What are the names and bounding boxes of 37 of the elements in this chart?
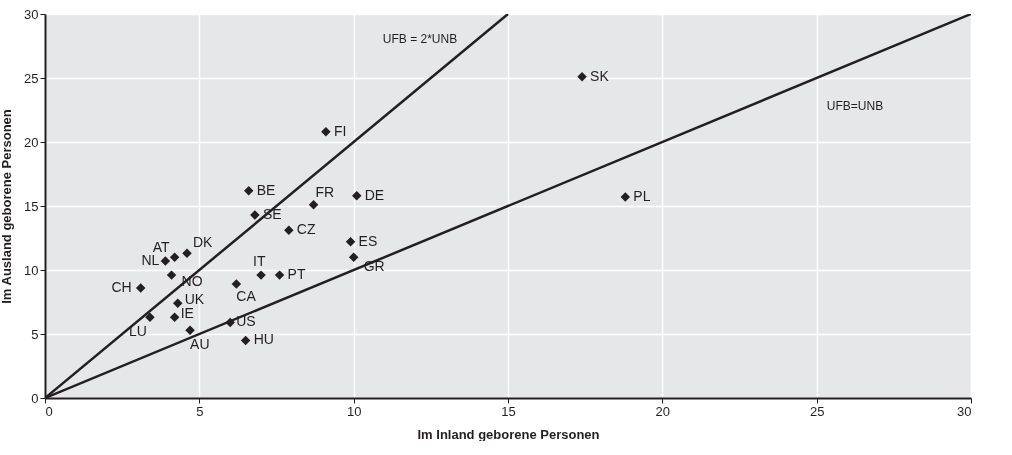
y-tick-label: 15 xyxy=(24,198,39,214)
series-label: DK xyxy=(192,234,214,251)
series-label: ES xyxy=(358,232,378,249)
x-tick-label: 5 xyxy=(196,403,204,419)
annotation: UFB = 2*UNB xyxy=(382,32,458,46)
series-label: PL xyxy=(633,188,651,205)
x-tick-label: 10 xyxy=(346,403,362,419)
series-label: SK xyxy=(590,67,610,84)
annotation: UFB=UNB xyxy=(826,99,884,113)
series-label: PT xyxy=(287,266,306,283)
y-tick-label: 10 xyxy=(24,262,39,278)
x-tick-label: 20 xyxy=(655,403,671,419)
series-label: IT xyxy=(253,253,266,270)
x-tick-label: 25 xyxy=(809,403,825,419)
series-label: CH xyxy=(111,278,132,295)
series-label: DE xyxy=(364,186,385,203)
x-tick-label: 15 xyxy=(501,403,516,419)
series-label: FI xyxy=(333,122,347,139)
series-label: AU xyxy=(190,336,210,353)
x-tick-label: 0 xyxy=(45,403,53,419)
x-tick-label: 30 xyxy=(957,403,972,419)
y-tick-label: 20 xyxy=(24,134,39,150)
y-tick-label: 5 xyxy=(31,326,39,342)
y-tick-label: 25 xyxy=(24,70,39,86)
series-label: LU xyxy=(129,323,147,340)
series-label: HU xyxy=(253,331,274,348)
y-tick-label: 30 xyxy=(24,6,39,22)
series-label: BE xyxy=(256,181,276,198)
series-label: FR xyxy=(315,183,335,200)
series-label: CA xyxy=(236,288,257,305)
series-label: CZ xyxy=(296,221,316,238)
series-label: IE xyxy=(180,305,194,322)
x-axis-title: Im Inland geborene Personen xyxy=(417,426,600,442)
series-label: UK xyxy=(184,291,205,308)
y-axis-title: Im Ausland geborene Personen xyxy=(0,109,15,304)
y-tick-label: 0 xyxy=(31,390,39,406)
series-label: US xyxy=(236,313,256,330)
